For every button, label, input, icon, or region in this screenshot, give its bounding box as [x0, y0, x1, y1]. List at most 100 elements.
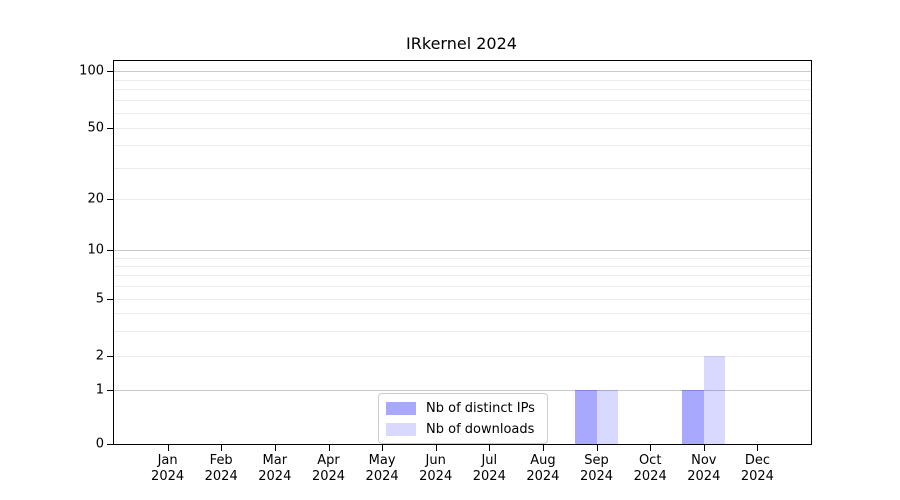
gridline-minor — [114, 113, 811, 114]
gridline-minor — [114, 265, 811, 267]
y-tick-mark — [107, 71, 113, 72]
bar-distinct-ips-nov — [682, 390, 704, 444]
y-tick-label: 1 — [95, 382, 104, 398]
gridline-minor — [114, 199, 811, 200]
gridlines-layer — [114, 61, 811, 444]
gridline-major — [114, 71, 811, 72]
x-tick-mark — [596, 444, 598, 451]
legend-label: Nb of downloads — [426, 421, 535, 437]
y-tick-label: 100 — [79, 63, 104, 79]
x-tick-month: Nov — [691, 453, 717, 468]
x-tick-month: Oct — [638, 453, 662, 468]
y-tick-label: 5 — [95, 291, 104, 307]
plot-area: 0 1 2 5 10 20 50 100 Jan 2024 Feb 2024 Mar 2024 Apr 20… — [79, 60, 812, 484]
legend-label: Nb of distinct IPs — [426, 400, 535, 416]
x-tick-month: Jan — [157, 453, 178, 468]
x-tick-mark — [757, 444, 759, 451]
gridline-minor — [114, 299, 811, 300]
x-tick-mark — [542, 444, 544, 451]
x-tick-mark — [382, 444, 384, 451]
y-tick-mark — [107, 250, 113, 251]
gridline-minor — [114, 100, 811, 102]
y-tick-mark — [107, 390, 113, 391]
legend-item: Nb of downloads — [386, 420, 535, 438]
gridline-minor — [114, 330, 811, 332]
x-tick-month: Aug — [530, 453, 556, 468]
x-tick-year: 2024 — [258, 469, 292, 484]
y-tick-mark — [107, 199, 113, 200]
gridline-minor — [114, 356, 811, 357]
x-tick-month: Jul — [481, 453, 498, 468]
x-tick-mark — [328, 444, 330, 451]
x-tick-year: 2024 — [419, 469, 453, 484]
legend-items: Nb of distinct IPs Nb of downloads — [386, 399, 535, 438]
x-tick-year: 2024 — [311, 469, 346, 484]
x-tick-label-may: May 2024 — [366, 453, 399, 485]
bar-downloads-sep — [596, 390, 618, 444]
gridline-minor — [114, 128, 811, 129]
x-tick-month: Apr — [317, 453, 340, 468]
gridline-minor — [114, 257, 811, 259]
x-tick-label-jan: Jan 2024 — [151, 453, 184, 485]
gridline-major — [114, 390, 811, 391]
x-tick-mark — [489, 444, 491, 451]
chart-title: IRkernel 2024 — [406, 34, 517, 53]
bar-downloads-nov — [703, 356, 726, 444]
gridline-minor — [114, 286, 811, 288]
x-tick-month: May — [368, 453, 396, 468]
gridline-minor — [114, 312, 811, 314]
bars-layer — [114, 61, 811, 444]
x-tick-year: 2024 — [365, 469, 399, 484]
x-tick-label-nov: Nov 2024 — [687, 453, 720, 485]
x-tick-year: 2024 — [204, 469, 238, 484]
x-tick-month: Sep — [584, 453, 609, 468]
x-tick-label-jun: Jun 2024 — [419, 453, 452, 485]
legend: Nb of distinct IPs Nb of downloads — [378, 393, 548, 444]
gridline-minor — [114, 167, 811, 169]
x-tick-month: Jun — [425, 453, 446, 468]
gridline-minor — [114, 275, 811, 277]
x-tick-year: 2024 — [151, 469, 185, 484]
y-tick-mark — [107, 444, 113, 445]
y-tick-mark — [107, 128, 113, 129]
x-tick-year: 2024 — [472, 469, 506, 484]
y-tick-label: 10 — [87, 242, 104, 258]
y-tick-label: 50 — [87, 120, 104, 136]
y-tick-label: 2 — [95, 348, 104, 364]
y-tick-mark — [107, 356, 113, 357]
x-tick-label-feb: Feb 2024 — [205, 453, 238, 485]
x-tick-month: Dec — [744, 453, 770, 468]
x-tick-mark — [650, 444, 652, 451]
y-tick-label: 0 — [95, 436, 104, 452]
x-tick-year: 2024 — [579, 469, 614, 484]
y-axis: 0 1 2 5 10 20 50 100 — [79, 61, 811, 452]
x-tick-year: 2024 — [526, 469, 560, 484]
legend-swatch — [386, 401, 416, 415]
x-tick-mark — [221, 444, 223, 451]
y-tick-label: 20 — [87, 191, 104, 207]
x-tick-mark — [167, 444, 169, 451]
x-tick-month: Feb — [209, 453, 233, 468]
bar-distinct-ips-sep — [575, 390, 597, 444]
legend-swatch — [386, 422, 416, 436]
x-tick-year: 2024 — [633, 469, 667, 484]
x-tick-label-aug: Aug 2024 — [526, 453, 559, 485]
gridline-minor — [114, 79, 811, 81]
gridline-major — [114, 250, 811, 251]
legend-item: Nb of distinct IPs — [386, 399, 535, 417]
gridline-minor — [114, 89, 811, 91]
x-tick-label-jul: Jul 2024 — [473, 453, 506, 485]
x-tick-label-dec: Dec 2024 — [741, 453, 774, 485]
gridline-minor — [114, 145, 811, 147]
x-tick-mark — [703, 444, 705, 451]
x-tick-year: 2024 — [740, 469, 774, 484]
x-tick-label-mar: Mar 2024 — [258, 453, 291, 485]
x-tick-label-sep: Sep 2024 — [580, 453, 613, 485]
x-tick-month: Mar — [262, 453, 288, 468]
x-tick-mark — [435, 444, 437, 451]
y-tick-mark — [107, 299, 113, 300]
x-tick-label-apr: Apr 2024 — [312, 453, 345, 485]
x-tick-label-oct: Oct 2024 — [634, 453, 667, 485]
x-tick-year: 2024 — [687, 469, 721, 484]
